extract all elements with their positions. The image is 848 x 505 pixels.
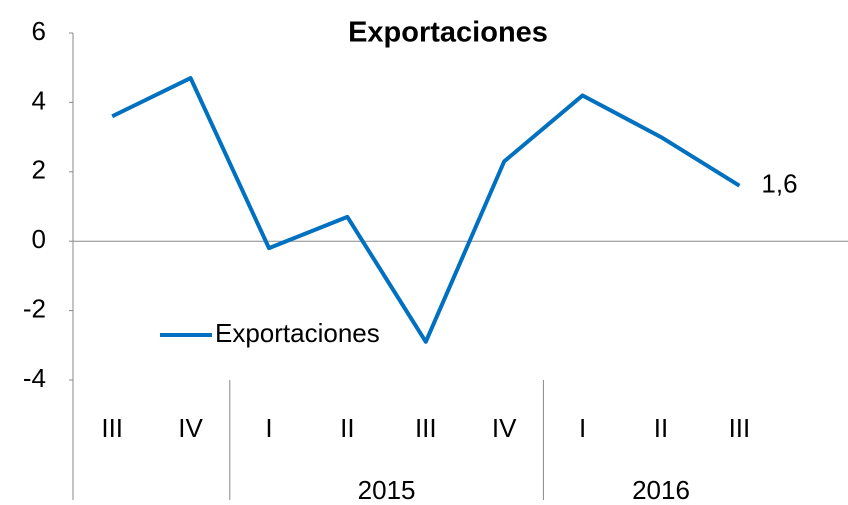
y-tick-label: 0 [32,224,46,254]
line [111,76,741,344]
x-tick-label: IV [492,413,517,443]
x-tick-label: III [415,413,437,443]
chart-title: Exportaciones [348,17,548,49]
x-group-label: 2015 [358,475,416,505]
y-tick-label: 4 [32,85,46,115]
x-tick-label: III [101,413,123,443]
x-tick-label: II [340,413,354,443]
y-tick-label: -2 [23,293,46,323]
legend-label: Exportaciones [215,318,380,348]
y-tick-label: 6 [32,16,46,46]
x-tick-label: II [654,413,668,443]
y-tick-label: 2 [32,155,46,185]
x-tick-label: I [265,413,272,443]
x-tick-label: III [729,413,751,443]
data-label: 1,6 [761,169,797,199]
x-tick-label: I [579,413,586,443]
x-group-label: 2016 [632,475,690,505]
y-tick-label: -4 [23,363,46,393]
x-tick-label: IV [178,413,203,443]
